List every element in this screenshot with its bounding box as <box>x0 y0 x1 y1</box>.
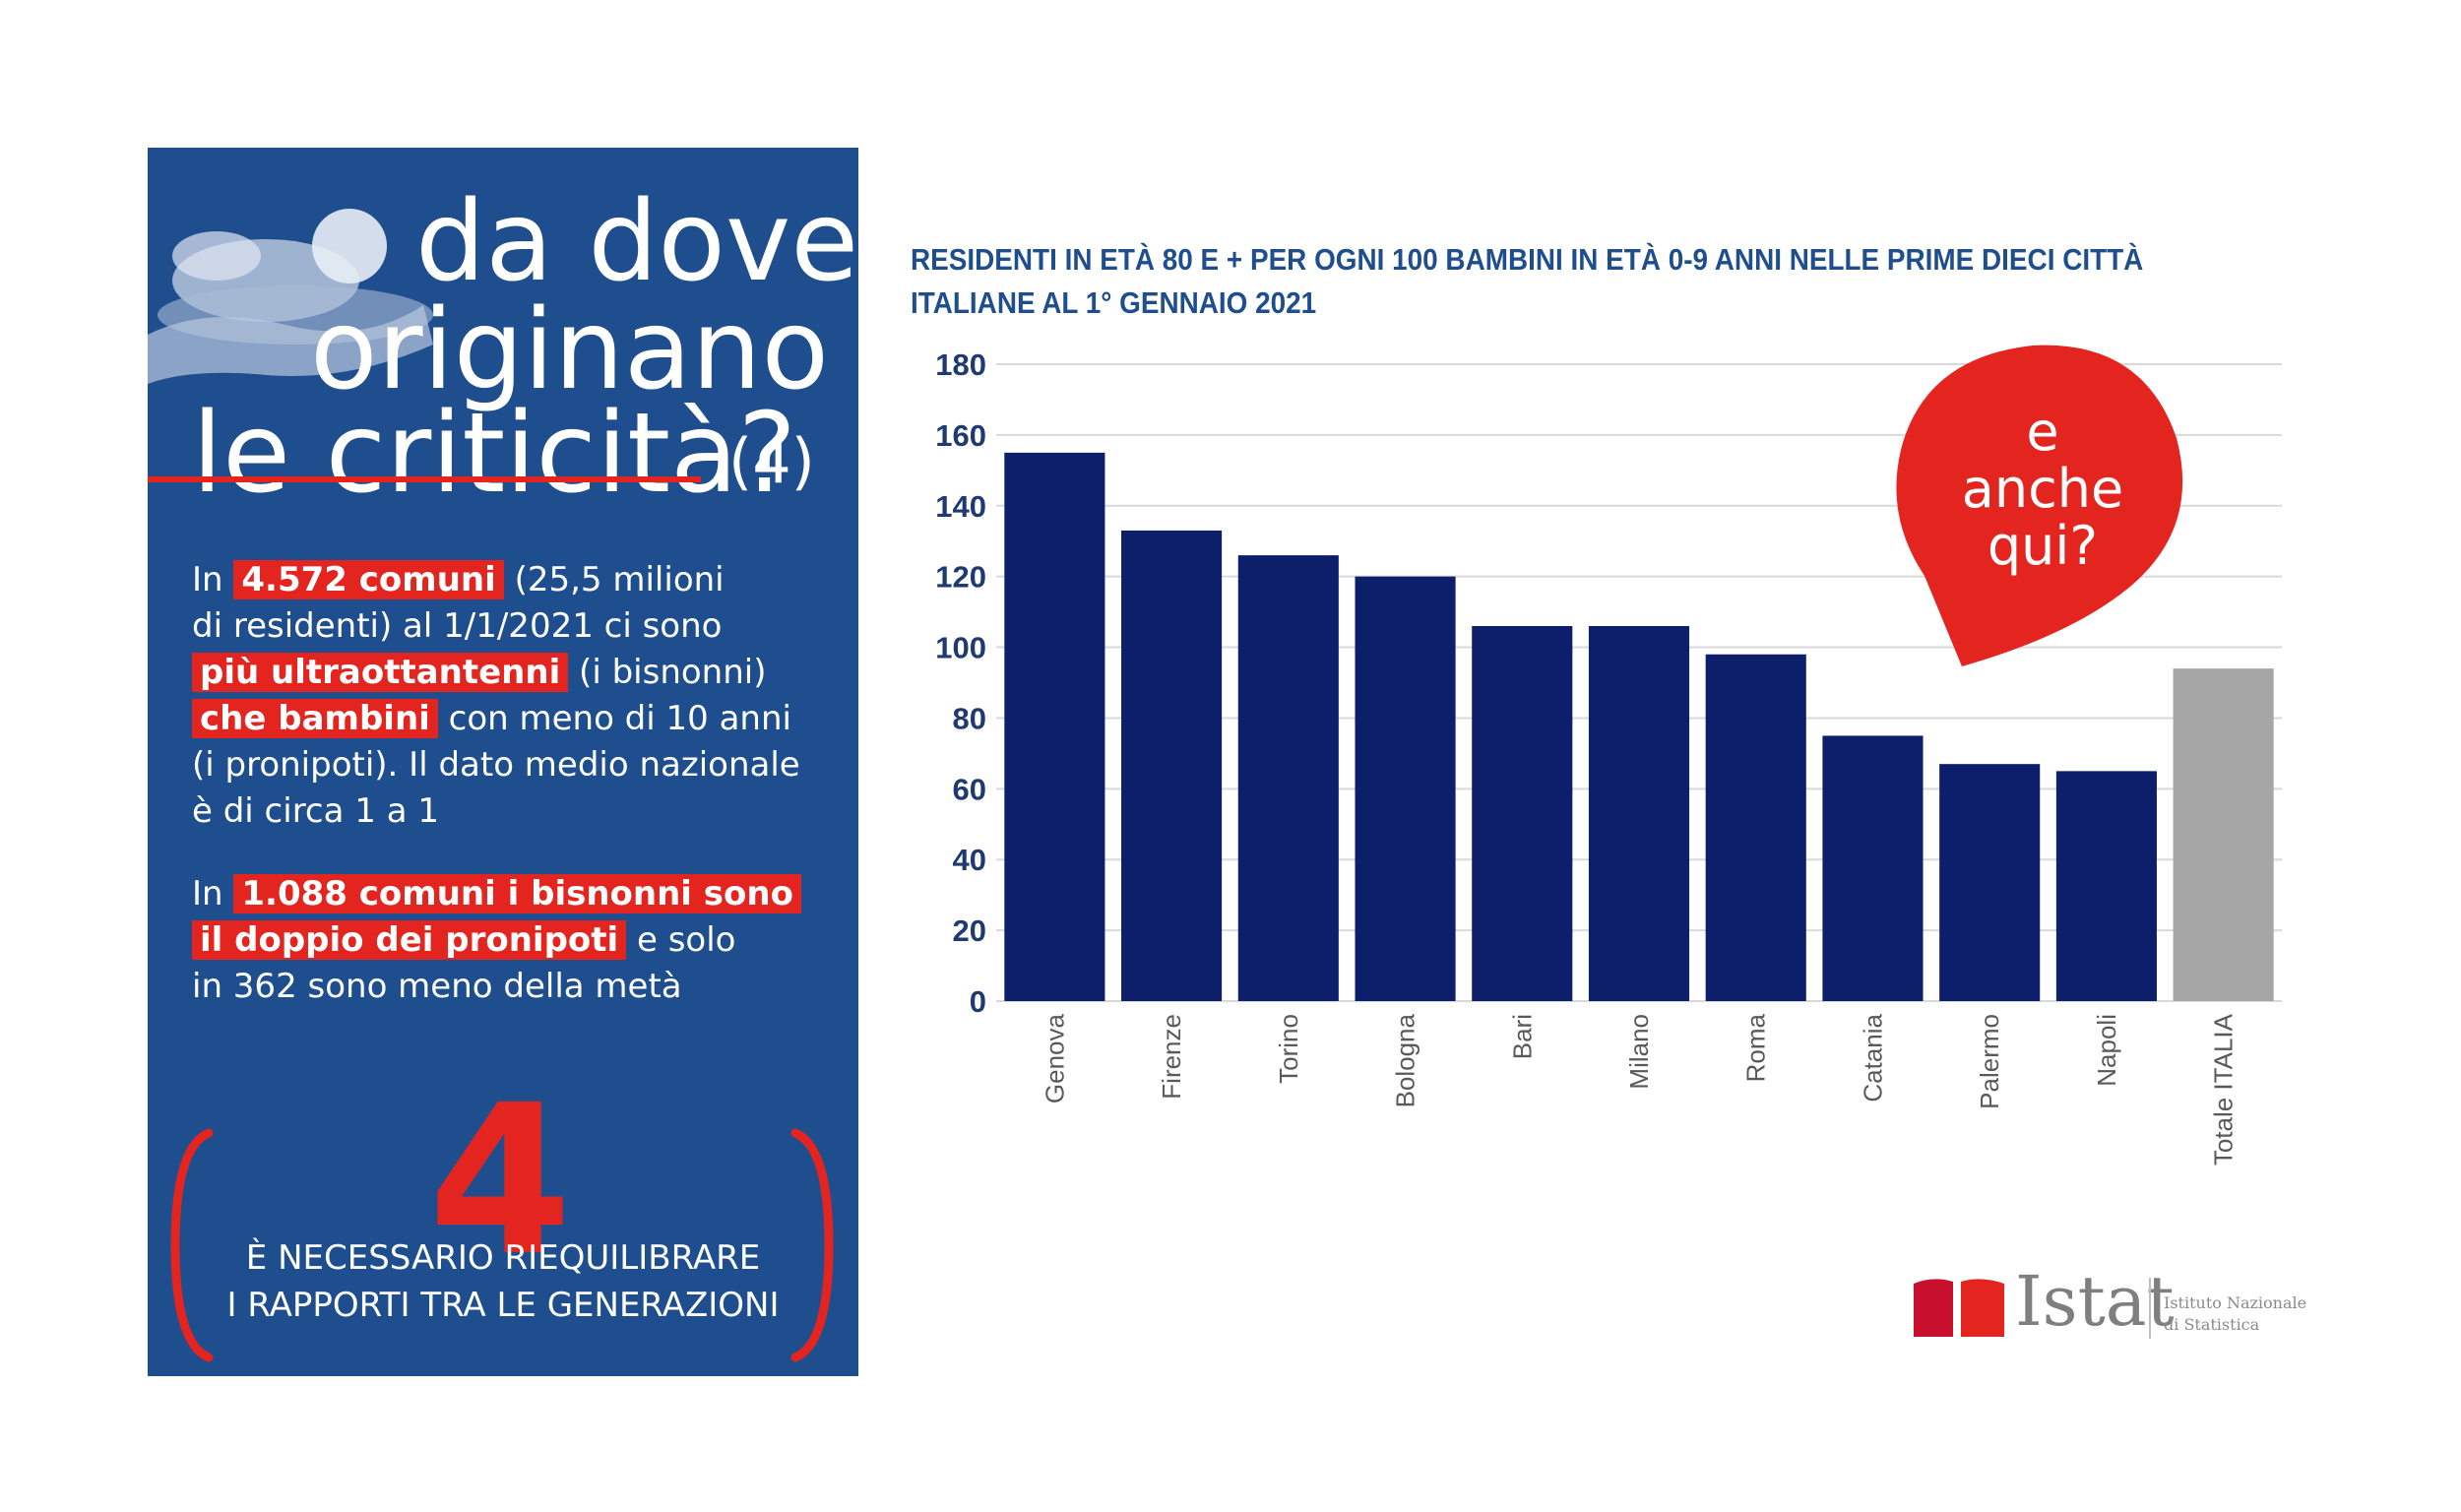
chart-title-line-2: ITALIANE AL 1° GENNAIO 2021 <box>911 285 1317 320</box>
bar-roma <box>1705 654 1806 1001</box>
istat-logo-icon <box>1914 1279 2004 1337</box>
baby-hands-icon <box>148 209 433 384</box>
bar-palermo <box>1939 764 2041 1001</box>
logo-subtitle-1: Istituto Nazionale <box>2164 1293 2307 1312</box>
paragraph-bisnonni: In 1.088 comuni i bisnonni sono il doppi… <box>192 871 801 1010</box>
logo-wordmark: Istat <box>2015 1261 2175 1342</box>
text: in 362 sono meno della metà <box>192 967 682 1006</box>
bracket-right-icon <box>790 1128 834 1362</box>
bar-torino <box>1237 555 1339 1001</box>
x-tick-label: Catania <box>1858 1013 1887 1102</box>
speech-bubble-icon <box>1896 345 2183 666</box>
big-number: 4 <box>428 1060 573 1301</box>
logo-divider <box>2149 1278 2151 1339</box>
bracket-left-icon <box>170 1128 214 1362</box>
info-panel: da dove originano le criticità? (4) In 4… <box>148 148 858 1376</box>
title-number: (4) <box>728 425 815 497</box>
text: In <box>192 560 234 599</box>
title-line-1: da dove <box>415 178 858 306</box>
highlight: 4.572 comuni <box>233 560 504 599</box>
x-tick-label: Torino <box>1274 1014 1303 1084</box>
bar-catania <box>1822 735 1924 1001</box>
x-tick-label: Napoli <box>2092 1014 2121 1087</box>
text: e solo <box>626 920 736 960</box>
footer-line-1: È NECESSARIO RIEQUILIBRARE <box>245 1238 761 1278</box>
bar-napoli <box>2055 771 2157 1001</box>
text: con meno di 10 anni <box>437 699 791 738</box>
highlight: 1.088 comuni i bisnonni sono <box>233 874 801 914</box>
paragraph-comuni: In 4.572 comuni (25,5 milioni di residen… <box>192 557 800 835</box>
x-tick-label: Milano <box>1624 1014 1654 1090</box>
x-tick-label: Palermo <box>1975 1014 2004 1109</box>
x-tick-label: Genova <box>1040 1013 1069 1103</box>
y-tick-label: 160 <box>935 418 986 453</box>
y-axis-ticks: 0 20 40 60 80 100 120 140 160 180 <box>935 347 986 1019</box>
bar-milano <box>1588 625 1690 1001</box>
text: di residenti) al 1/1/2021 ci sono <box>192 606 723 646</box>
logo-subtitle-2: di Statistica <box>2164 1315 2260 1334</box>
text: (25,5 milioni <box>503 560 725 599</box>
text: In <box>192 874 234 914</box>
y-tick-label: 80 <box>953 701 986 735</box>
y-tick-label: 140 <box>935 489 986 524</box>
bar-totale-italia <box>2173 668 2274 1001</box>
chart-title-line-1: RESIDENTI IN ETÀ 80 E + PER OGNI 100 BAM… <box>911 242 2144 277</box>
text: è di circa 1 a 1 <box>192 791 439 831</box>
bar-firenze <box>1121 530 1223 1001</box>
y-tick-label: 60 <box>953 772 986 806</box>
bubble-text-3: qui? <box>1987 515 2099 577</box>
footer-line-2: I RAPPORTI TRA LE GENERAZIONI <box>226 1286 780 1325</box>
bar-bologna <box>1355 576 1456 1001</box>
text: (i pronipoti). Il dato medio nazionale <box>192 745 800 785</box>
x-axis-ticks: Genova Firenze Torino Bologna Bari Milano Roma… <box>1040 1013 2238 1166</box>
x-tick-label: Roma <box>1741 1013 1771 1082</box>
y-tick-label: 40 <box>953 843 986 877</box>
y-tick-label: 100 <box>935 631 986 665</box>
bar-genova <box>1004 452 1105 1002</box>
y-tick-label: 180 <box>935 347 986 382</box>
y-tick-label: 20 <box>953 914 986 948</box>
bars <box>1004 452 2274 1002</box>
y-tick-label: 120 <box>935 560 986 595</box>
x-tick-label: Firenze <box>1157 1014 1186 1100</box>
highlight: il doppio dei pronipoti <box>192 920 627 960</box>
title-underline <box>148 476 701 482</box>
y-tick-label: 0 <box>970 984 986 1019</box>
x-tick-label: Bologna <box>1391 1013 1420 1107</box>
highlight: più ultraottantenni <box>192 653 569 692</box>
highlight: che bambini <box>192 699 438 738</box>
x-tick-label: Bari <box>1507 1014 1537 1059</box>
x-tick-label: Totale ITALIA <box>2209 1013 2239 1166</box>
bubble-text-2: anche <box>1961 458 2124 520</box>
title-line-3: le criticità? <box>192 390 797 518</box>
text: (i bisnonni) <box>568 653 767 692</box>
bar-bari <box>1472 625 1573 1001</box>
title-line-2: originano <box>310 286 830 414</box>
bubble-text-1: e <box>2026 401 2059 463</box>
